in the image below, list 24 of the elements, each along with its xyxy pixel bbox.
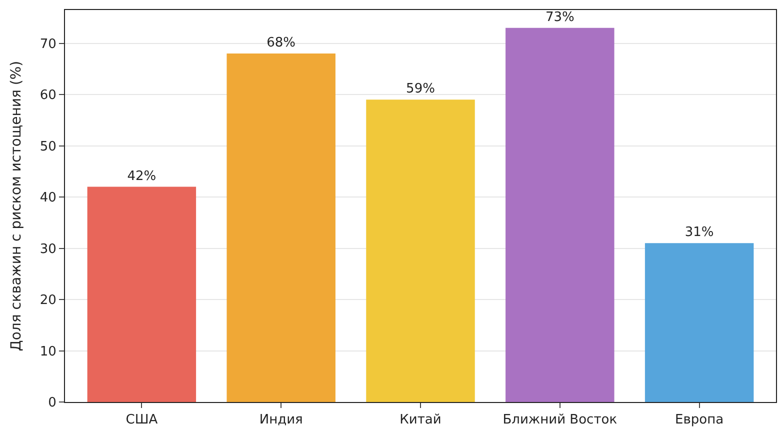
bar [366, 100, 475, 402]
y-tick-label: 30 [40, 242, 56, 257]
y-tick-label: 10 [40, 344, 56, 360]
y-tick-label: 50 [40, 139, 56, 154]
data-label: 59% [406, 82, 435, 97]
y-tick-label: 40 [40, 190, 56, 206]
data-label: 73% [545, 10, 574, 25]
bar [644, 243, 754, 402]
bar [87, 186, 196, 402]
y-tick-label: 60 [40, 88, 56, 104]
bar [226, 54, 336, 402]
x-tick-label: Китай [400, 412, 442, 428]
x-tick-label: США [126, 412, 158, 428]
bar [506, 28, 614, 402]
x-tick-label: Ближний Восток [502, 412, 618, 428]
data-label: 31% [684, 225, 714, 240]
data-label: 68% [266, 36, 296, 51]
y-axis-title: Доля скважин с риском истощения (%) [8, 60, 24, 352]
y-tick-label: 70 [40, 36, 56, 52]
y-tick-label: 20 [40, 293, 56, 308]
y-tick-label: 0 [48, 396, 56, 411]
x-tick-label: Индия [259, 412, 303, 428]
data-label: 42% [127, 168, 156, 184]
x-tick-label: Европа [675, 412, 724, 428]
